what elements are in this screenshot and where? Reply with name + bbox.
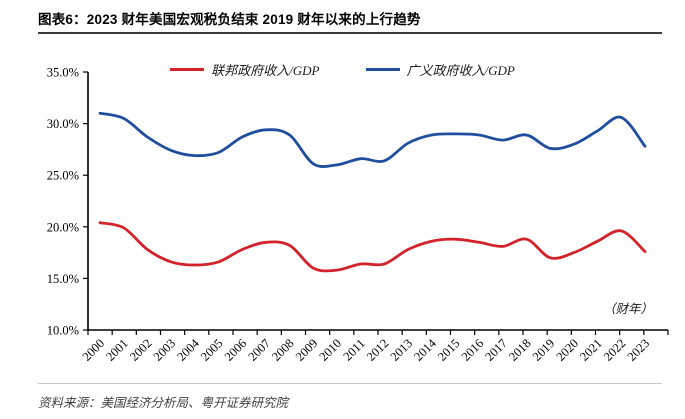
- axis-lines: [87, 72, 668, 331]
- x-axis-unit-annotation: （财年）: [602, 302, 653, 316]
- series-line-general-revenue: [98, 111, 647, 168]
- y-axis-label: 20.0%: [47, 220, 79, 234]
- x-axis-label: 2014: [411, 336, 439, 364]
- series-line-federal-revenue: [98, 221, 647, 273]
- legend-label: 联邦政府收入/GDP: [211, 63, 320, 78]
- x-axis-label: 2023: [625, 336, 653, 364]
- legend-label: 广义政府收入/GDP: [406, 63, 515, 78]
- legend-line-swatch: [365, 68, 400, 71]
- y-axis-label: 35.0%: [47, 66, 79, 80]
- y-axis-label: 30.0%: [47, 117, 79, 131]
- x-axis-label: 2022: [601, 336, 629, 364]
- title-divider: [38, 32, 662, 34]
- x-axis-label: 2007: [245, 336, 273, 364]
- legend-item-federal-revenue: 联邦政府收入/GDP: [170, 60, 320, 79]
- footer-divider: [38, 383, 662, 384]
- x-axis-label: 2010: [317, 336, 345, 364]
- x-axis-label: 2017: [482, 336, 510, 364]
- chart-title: 图表6：2023 财年美国宏观税负结束 2019 财年以来的上行趋势: [38, 12, 421, 27]
- x-axis-label: 2018: [506, 336, 534, 364]
- source-note: 资料来源：美国经济分析局、粤开证券研究院: [38, 396, 289, 410]
- y-axis-label: 25.0%: [47, 169, 79, 183]
- x-axis-label: 2001: [103, 336, 131, 364]
- x-axis-label: 2006: [222, 336, 250, 364]
- legend-item-general-revenue: 广义政府收入/GDP: [365, 60, 515, 79]
- x-axis-label: 2000: [80, 336, 108, 364]
- x-axis-label: 2021: [577, 336, 605, 364]
- x-axis-label: 2012: [364, 336, 392, 364]
- y-axis-label: 15.0%: [47, 272, 79, 286]
- x-axis-label: 2008: [269, 336, 297, 364]
- x-axis-label: 2002: [127, 336, 155, 364]
- x-axis-label: 2004: [174, 336, 202, 364]
- x-axis-label: 2003: [151, 336, 179, 364]
- chart-legend: 联邦政府收入/GDP 广义政府收入/GDP: [0, 60, 685, 79]
- x-axis-label: 2005: [198, 336, 226, 364]
- x-axis-label: 2013: [388, 336, 416, 364]
- y-axis-label: 10.0%: [47, 324, 79, 338]
- x-axis-label: 2016: [459, 336, 487, 364]
- x-axis-label: 2009: [293, 336, 321, 364]
- x-axis-label: 2019: [530, 336, 558, 364]
- x-axis-label: 2015: [435, 336, 463, 364]
- x-axis-label: 2020: [553, 336, 581, 364]
- legend-line-swatch: [170, 68, 205, 71]
- x-axis-label: 2011: [341, 336, 368, 363]
